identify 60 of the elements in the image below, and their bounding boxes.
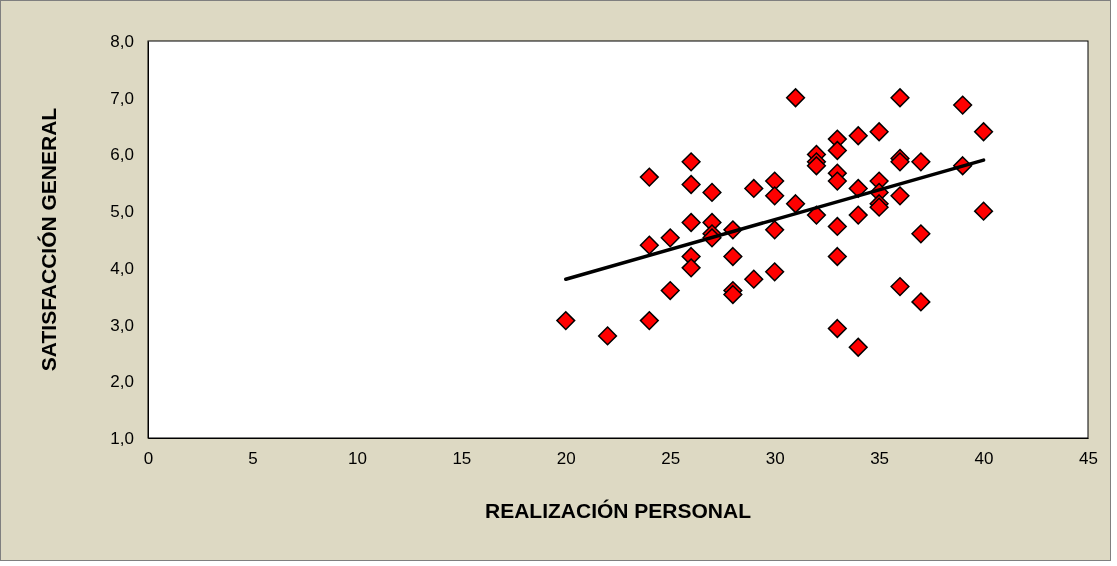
point	[597, 326, 618, 346]
point	[827, 171, 847, 191]
point	[744, 178, 764, 199]
point	[890, 276, 910, 297]
point	[765, 171, 785, 191]
point	[827, 318, 847, 339]
point	[973, 122, 994, 142]
x-tick-label: 45	[1079, 449, 1098, 469]
point	[890, 186, 910, 206]
x-tick-label: 30	[765, 449, 785, 469]
point	[785, 88, 806, 108]
x-tick-label: 5	[248, 449, 258, 469]
y-axis-title: SATISFACCIÓN GENERAL	[37, 107, 60, 372]
y-tick-label: 4,0	[110, 258, 134, 278]
y-tick-label: 3,0	[110, 315, 134, 335]
x-axis-title: REALIZACIÓN PERSONAL	[484, 499, 752, 522]
point	[911, 292, 931, 312]
x-tick-label: 10	[347, 449, 367, 469]
point	[639, 310, 659, 331]
point	[681, 152, 701, 172]
x-tick-label: 0	[143, 449, 154, 469]
y-tick-label: 1,0	[110, 428, 134, 448]
point	[869, 122, 889, 142]
point	[660, 280, 680, 301]
y-tick-label: 7,0	[110, 88, 134, 108]
point	[827, 140, 847, 161]
point	[681, 258, 701, 278]
point	[681, 212, 701, 233]
point	[681, 174, 701, 195]
point	[660, 228, 680, 248]
point	[827, 216, 847, 237]
y-tick-label: 2,0	[110, 372, 134, 392]
y-tick-label: 8,0	[110, 31, 134, 51]
x-tick-label: 35	[870, 449, 890, 469]
y-tick-label: 6,0	[110, 145, 134, 165]
point	[785, 194, 806, 214]
point	[702, 182, 722, 203]
point	[806, 205, 827, 225]
point	[848, 205, 868, 225]
point	[765, 262, 785, 282]
point	[953, 95, 973, 115]
point	[765, 220, 785, 240]
x-tick-label: 15	[452, 449, 472, 469]
y-tick-label: 5,0	[110, 202, 134, 222]
x-tick-label: 20	[556, 449, 576, 469]
point	[723, 246, 743, 267]
point	[765, 186, 785, 206]
point	[556, 310, 576, 331]
point	[639, 235, 659, 255]
point	[744, 269, 764, 289]
point	[848, 126, 868, 146]
point	[911, 152, 931, 172]
point	[973, 201, 994, 221]
point	[639, 167, 659, 187]
point	[848, 337, 868, 357]
point	[911, 224, 931, 244]
point	[890, 88, 910, 108]
point	[827, 246, 847, 267]
x-tick-label: 40	[974, 449, 994, 469]
x-tick-label: 25	[661, 449, 681, 469]
